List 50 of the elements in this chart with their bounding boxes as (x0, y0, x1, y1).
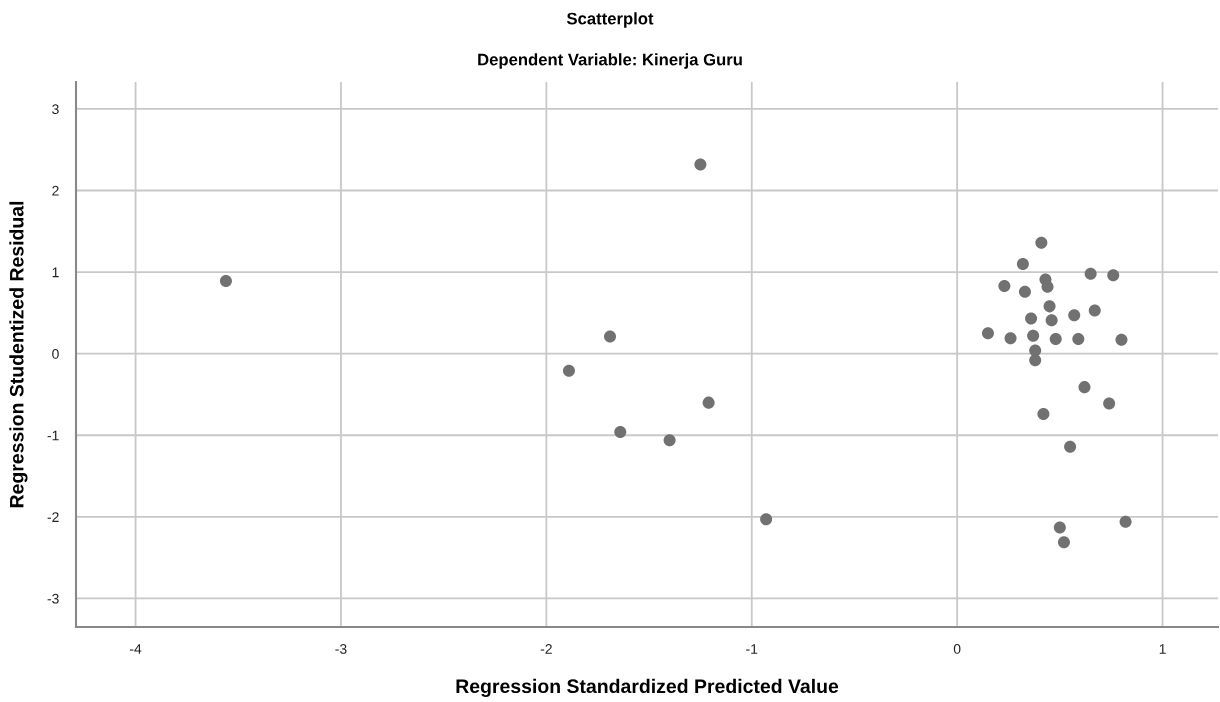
point (1068, 309, 1081, 322)
x-tick-label: -1 (746, 644, 758, 654)
point (1035, 236, 1048, 249)
x-tick-label: -2 (540, 644, 552, 654)
point (1115, 333, 1128, 346)
point (1004, 332, 1017, 345)
y-tick-label: 1 (52, 267, 59, 278)
x-axis-title: Regression Standardized Predicted Value (456, 678, 839, 698)
point (1119, 515, 1132, 528)
point (1037, 408, 1050, 421)
point (1045, 314, 1058, 327)
point (663, 434, 676, 447)
y-tick-label: -3 (47, 593, 59, 604)
point (1072, 332, 1085, 346)
y-tick-label: -2 (47, 512, 59, 522)
point (219, 275, 232, 288)
point (562, 364, 575, 377)
point (614, 425, 627, 439)
point (1025, 312, 1038, 325)
point (1084, 267, 1097, 280)
x-tick-label: 1 (1159, 644, 1166, 654)
point (1049, 332, 1062, 346)
x-tick-label: -3 (335, 644, 347, 654)
point (1053, 521, 1066, 534)
point (694, 158, 707, 171)
y-tick-label: -1 (47, 430, 59, 441)
point (1016, 257, 1029, 270)
point (998, 279, 1011, 292)
point (1018, 285, 1031, 298)
point (1043, 300, 1056, 313)
point (1103, 397, 1116, 410)
chart-subtitle: Dependent Variable: Kinerja Guru (478, 53, 742, 69)
point (1027, 329, 1040, 342)
point (760, 513, 773, 526)
point (604, 330, 617, 343)
x-tick-label: 0 (953, 644, 961, 654)
point (1029, 354, 1042, 367)
y-tick-label: 3 (52, 104, 59, 115)
chart-title: Scatterplot (566, 12, 654, 28)
point (1107, 269, 1120, 282)
point (1088, 304, 1101, 317)
point (1078, 381, 1091, 394)
point (981, 327, 994, 340)
y-axis-title: Regression Studentized Residual (9, 201, 28, 508)
y-tick-label: 2 (52, 185, 59, 196)
point (702, 396, 715, 409)
y-tick-label: 0 (52, 349, 59, 359)
x-tick-label: -4 (130, 644, 142, 654)
point (1064, 440, 1077, 453)
point (1057, 536, 1070, 549)
